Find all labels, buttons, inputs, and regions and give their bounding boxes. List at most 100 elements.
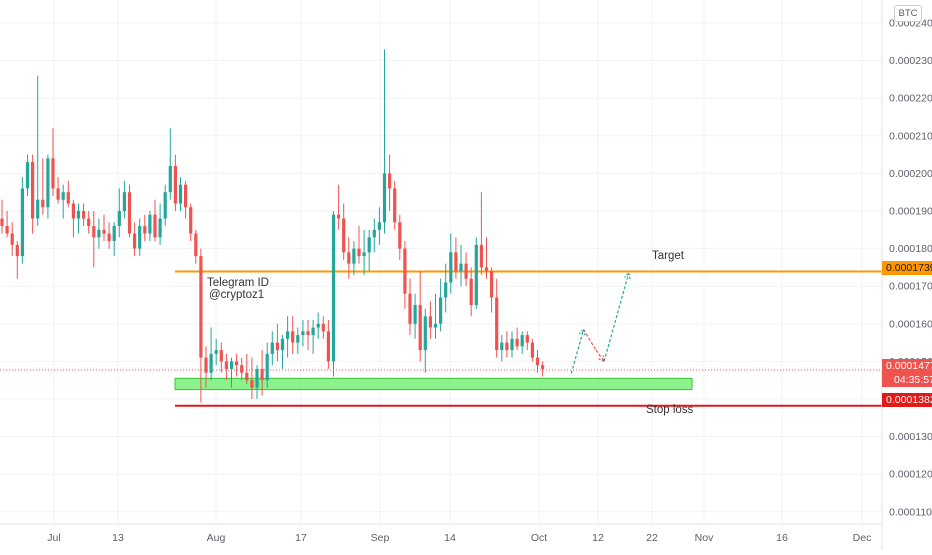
- candle-body: [173, 165, 177, 204]
- candle-body: [535, 357, 540, 366]
- candle-body: [541, 365, 545, 369]
- candle-body: [280, 338, 285, 351]
- projection-segment: [603, 272, 630, 362]
- candle-body: [112, 226, 116, 242]
- candle-body: [127, 192, 132, 234]
- candle-body: [189, 207, 193, 234]
- candle-body: [214, 350, 218, 354]
- bar-countdown-tag: 04:35:57: [882, 373, 932, 387]
- candle-body: [316, 323, 320, 328]
- candle-body: [413, 305, 417, 324]
- candle-body: [347, 252, 351, 264]
- candle-body: [97, 229, 101, 238]
- candle-body: [107, 233, 111, 242]
- candle-body: [515, 338, 519, 347]
- price-axis[interactable]: 0.00024000.00023000.00022000.00021000.00…: [889, 18, 932, 519]
- candle-body: [275, 342, 279, 351]
- support-zone: [174, 377, 693, 391]
- candle-body: [367, 237, 371, 253]
- candle-body: [433, 323, 438, 328]
- candle-body: [168, 165, 172, 193]
- candle-body: [403, 248, 407, 294]
- projection-arrowhead: [624, 271, 631, 280]
- projection-segment: [583, 329, 597, 351]
- candle-body: [530, 342, 534, 358]
- candle-body: [133, 233, 137, 249]
- candle-body: [408, 293, 412, 324]
- candle-layer: [0, 49, 545, 403]
- candle-body: [326, 331, 330, 362]
- candle-body: [153, 214, 157, 238]
- candle-body: [82, 211, 86, 219]
- candle-body: [321, 323, 325, 332]
- candle-body: [31, 162, 35, 219]
- candle-body: [418, 305, 422, 351]
- candle-body: [510, 338, 514, 351]
- projection-arrowhead: [578, 328, 586, 336]
- candle-body: [229, 361, 234, 369]
- candle-body: [143, 226, 147, 234]
- target-label: Target: [652, 250, 684, 262]
- projection-segment: [570, 329, 585, 374]
- candle-body: [36, 199, 40, 219]
- candle-body: [61, 192, 65, 200]
- candle-body: [219, 350, 223, 362]
- telegram-handle: @cryptoz1: [209, 289, 265, 301]
- candle-body: [250, 380, 254, 388]
- currency-badge[interactable]: BTC: [894, 5, 922, 22]
- candle-body: [209, 353, 213, 373]
- candle-body: [393, 188, 397, 223]
- candle-body: [102, 229, 106, 234]
- candle-body: [520, 335, 524, 347]
- candle-body: [306, 331, 310, 336]
- candle-body: [372, 229, 376, 238]
- candle-body: [5, 226, 9, 234]
- candle-body: [25, 162, 30, 189]
- candle-body: [66, 192, 70, 204]
- candle-body: [469, 278, 473, 305]
- candle-body: [15, 244, 19, 257]
- candle-body: [484, 267, 489, 272]
- candle-body: [245, 372, 249, 381]
- candle-body: [138, 226, 142, 249]
- candle-body: [51, 158, 55, 189]
- candle-body: [20, 188, 24, 257]
- time-tick-label: 12: [592, 532, 604, 544]
- telegram-label: Telegram ID: [207, 277, 269, 289]
- time-tick-label: 17: [295, 532, 307, 544]
- candle-body: [0, 218, 4, 227]
- candle-body: [377, 222, 381, 230]
- candle-body: [301, 331, 305, 336]
- current-price-tag: 0.0001477: [882, 359, 932, 373]
- price-tick-label: 0.0001100: [889, 506, 932, 518]
- candle-body: [265, 353, 269, 381]
- candle-body: [117, 211, 121, 227]
- time-axis[interactable]: Jul 13 Aug 17 Sep 14 Oct 12 22 Nov 16 Dec: [47, 532, 871, 544]
- candle-body: [76, 211, 81, 219]
- candle-body: [439, 297, 443, 324]
- candle-body: [474, 244, 478, 305]
- candle-body: [240, 365, 244, 373]
- candle-body: [423, 316, 427, 351]
- time-tick-label: Aug: [207, 532, 226, 544]
- time-tick-label: Jul: [47, 532, 60, 544]
- candle-body: [525, 335, 529, 343]
- candle-body: [46, 158, 50, 208]
- candle-body: [454, 252, 458, 272]
- candle-body: [92, 226, 96, 238]
- target-price-tag: 0.0001739: [882, 261, 932, 275]
- candle-body: [260, 368, 264, 381]
- candle-body: [495, 297, 499, 351]
- candle-body: [56, 188, 60, 200]
- candle-body: [449, 252, 453, 283]
- candle-body: [184, 184, 188, 208]
